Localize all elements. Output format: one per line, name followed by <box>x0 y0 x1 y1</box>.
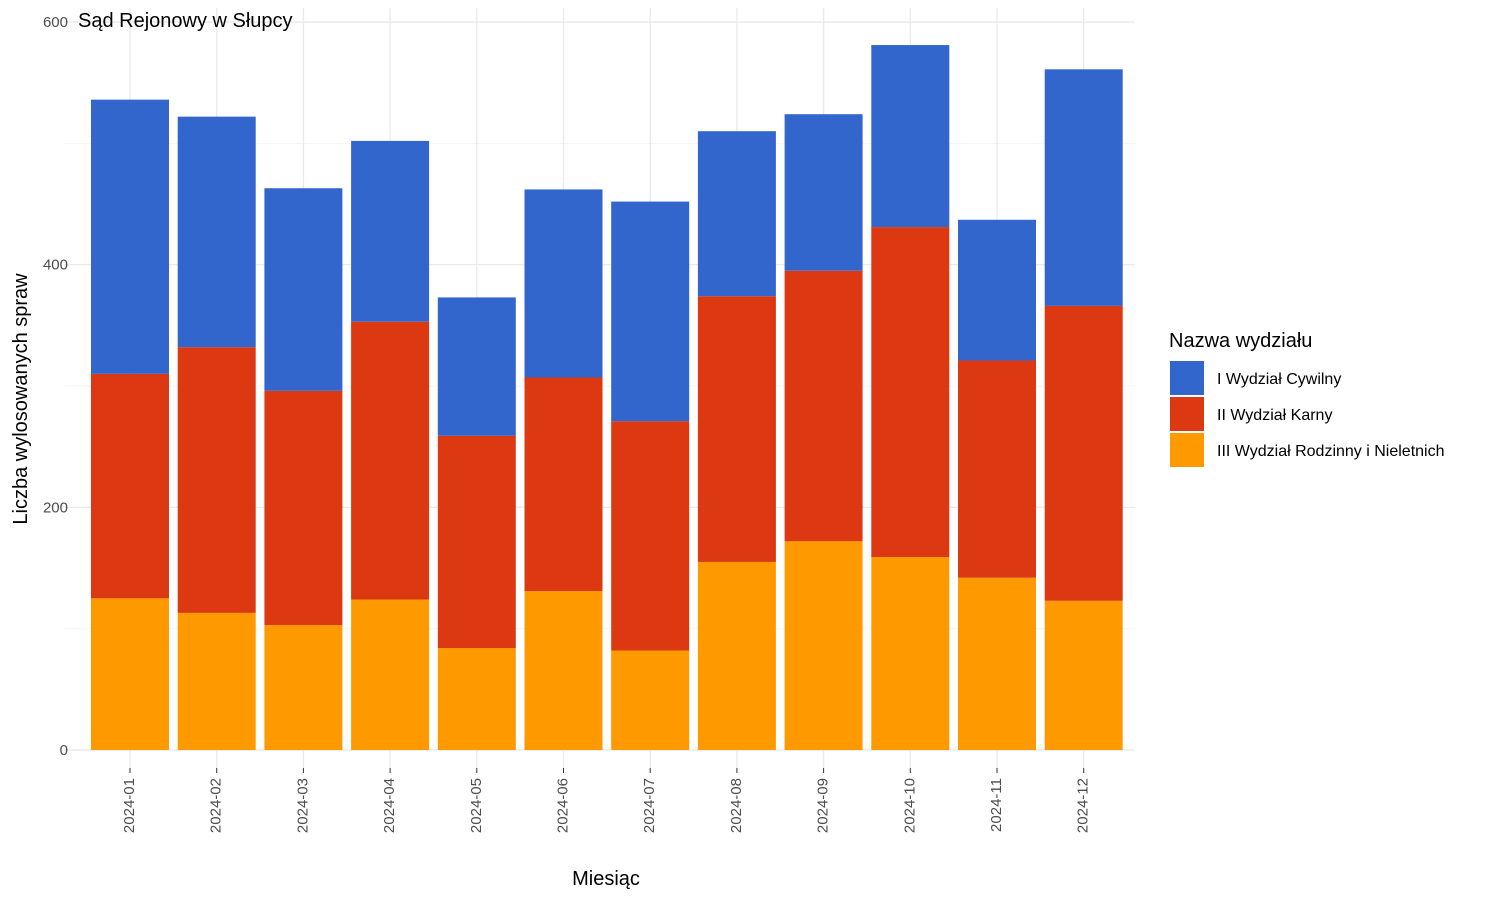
bars <box>91 45 1123 750</box>
bar-iii-wydzia-rodzinny-i-nieletnich-2024-04 <box>351 599 430 750</box>
bar-i-wydzia-cywilny-2024-03 <box>264 188 343 391</box>
x-tick-label: 2024-07 <box>641 778 658 833</box>
y-tick-label: 600 <box>43 14 68 31</box>
bar-ii-wydzia-karny-2024-11 <box>958 360 1036 578</box>
bar-i-wydzia-cywilny-2024-11 <box>958 219 1036 361</box>
legend-label: I Wydział Cywilny <box>1217 371 1341 388</box>
bar-ii-wydzia-karny-2024-04 <box>351 321 430 600</box>
y-tick-label: 200 <box>43 499 68 516</box>
bar-iii-wydzia-rodzinny-i-nieletnich-2024-03 <box>264 625 343 750</box>
bar-i-wydzia-cywilny-2024-04 <box>351 140 430 322</box>
bar-i-wydzia-cywilny-2024-05 <box>437 297 516 436</box>
bar-iii-wydzia-rodzinny-i-nieletnich-2024-02 <box>177 612 256 750</box>
bar-ii-wydzia-karny-2024-05 <box>437 435 516 649</box>
bar-i-wydzia-cywilny-2024-10 <box>871 45 950 228</box>
x-axis: 2024-01 2024-02 2024-03 2024-04 2024-05 2024-… <box>121 768 1092 833</box>
x-tick-label: 2024-06 <box>554 778 571 833</box>
bar-ii-wydzia-karny-2024-07 <box>611 421 690 651</box>
bar-ii-wydzia-karny-2024-02 <box>177 347 256 613</box>
bar-ii-wydzia-karny-2024-09 <box>784 270 863 542</box>
legend-items: I Wydział Cywilny II Wydział Karny III Wyd… <box>1170 361 1445 467</box>
bar-ii-wydzia-karny-2024-01 <box>91 373 169 599</box>
x-tick-label: 2024-09 <box>815 778 832 833</box>
bar-iii-wydzia-rodzinny-i-nieletnich-2024-11 <box>958 577 1036 750</box>
y-tick-label: 400 <box>43 257 68 274</box>
chart-title: Sąd Rejonowy w Słupcy <box>78 10 293 32</box>
legend-swatch <box>1170 433 1204 467</box>
bar-ii-wydzia-karny-2024-12 <box>1044 305 1123 601</box>
x-tick-label: 2024-08 <box>728 778 745 833</box>
bar-iii-wydzia-rodzinny-i-nieletnich-2024-08 <box>697 561 776 750</box>
bar-iii-wydzia-rodzinny-i-nieletnich-2024-07 <box>611 650 690 750</box>
y-axis-title: Liczba wylosowanych spraw <box>10 273 32 525</box>
bar-ii-wydzia-karny-2024-06 <box>524 377 603 592</box>
legend-swatch <box>1170 397 1204 431</box>
y-tick-label: 0 <box>60 742 68 759</box>
bar-iii-wydzia-rodzinny-i-nieletnich-2024-06 <box>524 591 603 750</box>
bar-i-wydzia-cywilny-2024-06 <box>524 189 603 378</box>
x-tick-label: 2024-04 <box>381 778 398 833</box>
x-tick-label: 2024-03 <box>294 778 311 833</box>
bar-i-wydzia-cywilny-2024-07 <box>611 201 690 422</box>
legend-label: II Wydział Karny <box>1217 407 1332 424</box>
bar-iii-wydzia-rodzinny-i-nieletnich-2024-12 <box>1044 600 1123 750</box>
x-tick-label: 2024-02 <box>208 778 225 833</box>
x-tick-label: 2024-11 <box>988 778 1005 832</box>
x-tick-label: 2024-05 <box>468 778 485 833</box>
bar-i-wydzia-cywilny-2024-01 <box>91 99 169 374</box>
bar-ii-wydzia-karny-2024-08 <box>697 296 776 562</box>
bar-iii-wydzia-rodzinny-i-nieletnich-2024-09 <box>784 541 863 750</box>
x-tick-label: 2024-12 <box>1075 778 1092 833</box>
bar-i-wydzia-cywilny-2024-08 <box>697 131 776 297</box>
legend-title: Nazwa wydziału <box>1169 330 1312 352</box>
bar-iii-wydzia-rodzinny-i-nieletnich-2024-05 <box>437 648 516 750</box>
x-tick-label: 2024-01 <box>121 778 138 833</box>
bar-iii-wydzia-rodzinny-i-nieletnich-2024-01 <box>91 598 169 750</box>
bar-ii-wydzia-karny-2024-03 <box>264 390 343 626</box>
x-axis-title: Miesiąc <box>572 868 640 890</box>
legend-label: III Wydział Rodzinny i Nieletnich <box>1217 443 1445 460</box>
legend-swatch <box>1170 361 1204 395</box>
bar-i-wydzia-cywilny-2024-12 <box>1044 69 1123 306</box>
legend: Nazwa wydziału I Wydział Cywilny II Wydzi… <box>1169 330 1445 467</box>
bar-iii-wydzia-rodzinny-i-nieletnich-2024-10 <box>871 557 950 750</box>
bar-i-wydzia-cywilny-2024-09 <box>784 114 863 271</box>
x-tick-label: 2024-10 <box>901 778 918 833</box>
y-axis: 0 200 400 600 <box>43 14 68 759</box>
bar-ii-wydzia-karny-2024-10 <box>871 227 950 558</box>
bar-i-wydzia-cywilny-2024-02 <box>177 116 256 348</box>
